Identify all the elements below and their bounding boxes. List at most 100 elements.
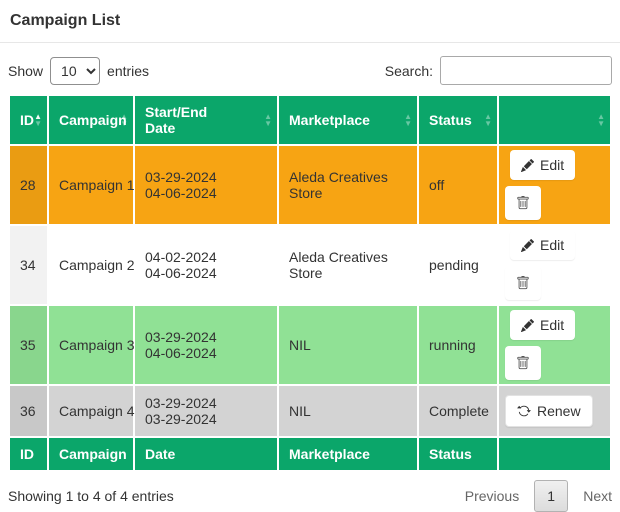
- sort-icons: ▲ ▼: [484, 112, 492, 128]
- cell-id: 28: [8, 144, 49, 226]
- sort-icons: ▲ ▼: [597, 112, 605, 128]
- cell-marketplace: Aleda Creatives Store: [277, 144, 419, 226]
- renew-button-label: Renew: [537, 403, 581, 419]
- show-label: Show: [8, 62, 44, 79]
- column-header-marketplace[interactable]: Marketplace ▲ ▼: [277, 94, 419, 146]
- page-length-control: Show 10 entries: [8, 56, 150, 85]
- cell-dates: 03-29-2024 03-29-2024: [133, 384, 279, 438]
- sort-asc-icon: ▲: [404, 112, 412, 121]
- pagination: Previous 1 Next: [465, 480, 612, 512]
- footer-campaign: Campaign: [47, 436, 135, 472]
- search-control: Search:: [385, 56, 612, 85]
- pencil-icon: [521, 238, 534, 252]
- column-header-id[interactable]: ID ▲ ▼: [8, 94, 49, 146]
- sort-icons: ▲ ▼: [34, 112, 42, 128]
- cell-id: 35: [8, 304, 49, 386]
- cell-actions: Edit: [497, 144, 612, 226]
- footer-date: Date: [133, 436, 279, 472]
- next-page-button[interactable]: Next: [583, 488, 612, 504]
- cell-dates: 03-29-2024 04-06-2024: [133, 144, 279, 226]
- table-controls: Show 10 entries Search:: [8, 56, 612, 85]
- column-header-campaign[interactable]: Campaign ▲ ▼: [47, 94, 135, 146]
- footer-status: Status: [417, 436, 499, 472]
- start-date: 03-29-2024: [145, 169, 217, 185]
- sort-desc-icon: ▼: [34, 119, 42, 128]
- pencil-icon: [521, 318, 534, 332]
- sort-desc-icon: ▼: [264, 119, 272, 128]
- cell-actions: Renew: [497, 384, 612, 438]
- table-row: 34 Campaign 2 04-02-2024 04-06-2024 Aled…: [8, 224, 612, 306]
- edit-button[interactable]: Edit: [510, 150, 576, 180]
- end-date: 04-06-2024: [145, 345, 217, 361]
- start-date: 03-29-2024: [145, 395, 217, 411]
- cell-id: 36: [8, 384, 49, 438]
- trash-icon: [517, 276, 529, 290]
- end-date: 04-06-2024: [145, 265, 217, 281]
- end-date: 04-06-2024: [145, 185, 217, 201]
- sort-asc-icon: ▲: [484, 112, 492, 121]
- cell-id: 34: [8, 224, 49, 306]
- page-title: Campaign List: [10, 12, 121, 29]
- edit-button-label: Edit: [540, 317, 565, 333]
- sort-desc-icon: ▼: [404, 119, 412, 128]
- table-body: 28 Campaign 1 03-29-2024 04-06-2024 Aled…: [8, 144, 612, 438]
- sort-icons: ▲ ▼: [264, 112, 272, 128]
- cell-marketplace: Aleda Creatives Store: [277, 224, 419, 306]
- footer-actions: [497, 436, 612, 472]
- cell-campaign: Campaign 3: [47, 304, 135, 386]
- start-date: 03-29-2024: [145, 329, 217, 345]
- title-divider: [0, 42, 620, 43]
- cell-campaign: Campaign 1: [47, 144, 135, 226]
- table-row: 36 Campaign 4 03-29-2024 03-29-2024 NIL …: [8, 384, 612, 438]
- column-header-date[interactable]: Start/End Date ▲ ▼: [133, 94, 279, 146]
- edit-button-label: Edit: [540, 157, 565, 173]
- trash-icon: [517, 196, 529, 210]
- search-input[interactable]: [440, 56, 612, 85]
- previous-page-button[interactable]: Previous: [464, 488, 520, 504]
- cell-actions: Edit: [497, 224, 612, 306]
- sort-asc-icon: ▲: [597, 112, 605, 121]
- column-header-actions[interactable]: ▲ ▼: [497, 94, 612, 146]
- cell-dates: 03-29-2024 04-06-2024: [133, 304, 279, 386]
- cell-actions: Edit: [497, 304, 612, 386]
- renew-button[interactable]: Renew: [505, 395, 593, 427]
- edit-button[interactable]: Edit: [510, 310, 576, 340]
- sort-desc-icon: ▼: [120, 119, 128, 128]
- cell-marketplace: NIL: [277, 384, 419, 438]
- refresh-icon: [517, 405, 531, 417]
- table-bottom-bar: Showing 1 to 4 of 4 entries Previous 1 N…: [8, 480, 612, 512]
- column-header-status[interactable]: Status ▲ ▼: [417, 94, 499, 146]
- table-row: 28 Campaign 1 03-29-2024 04-06-2024 Aled…: [8, 144, 612, 226]
- entries-label: entries: [107, 62, 150, 79]
- sort-icons: ▲ ▼: [404, 112, 412, 128]
- footer-id: ID: [8, 436, 49, 472]
- cell-campaign: Campaign 2: [47, 224, 135, 306]
- trash-icon: [517, 356, 529, 370]
- sort-icons: ▲ ▼: [120, 113, 128, 128]
- edit-button-label: Edit: [540, 237, 565, 253]
- cell-dates: 04-02-2024 04-06-2024: [133, 224, 279, 306]
- search-label: Search:: [384, 62, 433, 79]
- sort-desc-icon: ▼: [597, 119, 605, 128]
- pencil-icon: [521, 158, 534, 172]
- cell-status: pending: [417, 224, 499, 306]
- edit-button[interactable]: Edit: [510, 230, 576, 260]
- sort-desc-icon: ▼: [484, 119, 492, 128]
- table-footer: ID Campaign Date Marketplace Status: [8, 436, 612, 472]
- cell-status: running: [417, 304, 499, 386]
- page-length-select[interactable]: 10: [50, 56, 101, 85]
- delete-button[interactable]: [505, 346, 541, 380]
- delete-button[interactable]: [505, 266, 541, 300]
- cell-status: off: [417, 144, 499, 226]
- sort-asc-icon: ▲: [34, 112, 42, 121]
- delete-button[interactable]: [505, 186, 541, 220]
- table-row: 35 Campaign 3 03-29-2024 04-06-2024 NIL …: [8, 304, 612, 386]
- current-page-button[interactable]: 1: [534, 480, 569, 512]
- campaign-table: ID ▲ ▼ Campaign ▲ ▼ Start/End Date ▲ ▼ Mark…: [8, 94, 612, 472]
- cell-marketplace: NIL: [277, 304, 419, 386]
- footer-marketplace: Marketplace: [277, 436, 419, 472]
- sort-asc-icon: ▲: [264, 112, 272, 121]
- cell-campaign: Campaign 4: [47, 384, 135, 438]
- entries-info: Showing 1 to 4 of 4 entries: [8, 488, 174, 504]
